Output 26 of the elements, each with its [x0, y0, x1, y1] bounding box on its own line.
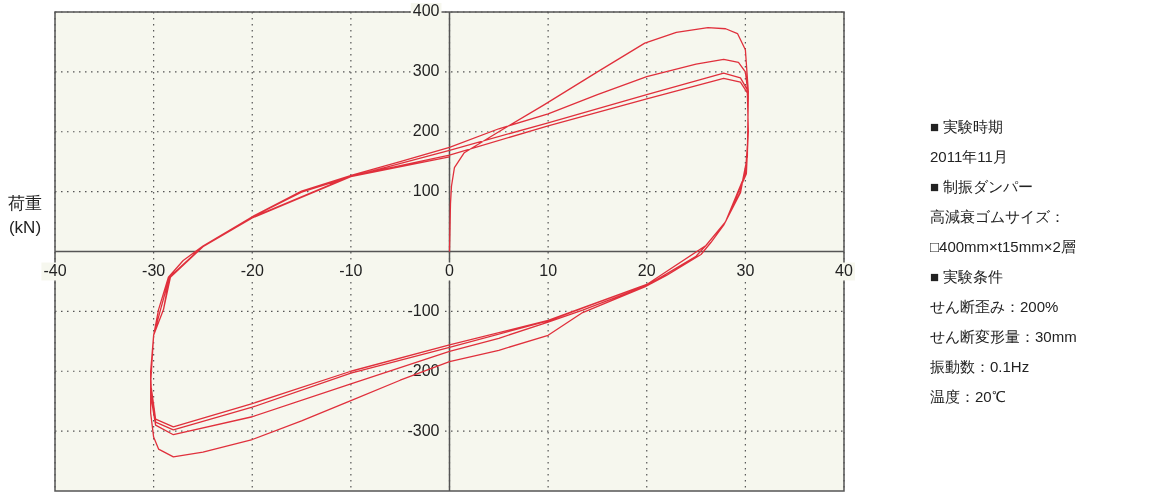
- text: せん断変形量：30mm: [930, 327, 1077, 347]
- y-tick-label: -300: [407, 421, 440, 439]
- x-tick-label: 10: [539, 261, 558, 279]
- text: □400mm×t15mm×2層: [930, 237, 1077, 257]
- y-tick-label: 400: [412, 2, 440, 20]
- y-tick-label: 200: [412, 122, 440, 140]
- x-tick-label: -30: [142, 261, 166, 279]
- x-tick-label: 0: [445, 261, 455, 279]
- y-axis-title: 荷重 (kN): [7, 193, 43, 239]
- x-tick-label: 20: [637, 261, 656, 279]
- text: ■ 実験条件: [930, 267, 1005, 287]
- text: 振動数：0.1Hz: [930, 357, 1031, 377]
- text: せん断歪み：200%: [930, 297, 1060, 317]
- y-tick-label: 300: [412, 62, 440, 80]
- text: 温度：20℃: [930, 387, 1007, 407]
- text: 高減衰ゴムサイズ：: [930, 207, 1066, 227]
- x-tick-label: 40: [835, 261, 853, 279]
- x-tick-label: 30: [736, 261, 755, 279]
- y-tick-label: -100: [407, 301, 440, 319]
- text: ■ 実験時期: [930, 117, 1005, 137]
- text: 2011年11月: [930, 147, 1009, 167]
- text: ■ 制振ダンパー: [930, 177, 1035, 197]
- x-tick-label: -40: [43, 261, 67, 279]
- x-tick-label: -10: [339, 261, 363, 279]
- x-tick-label: -20: [240, 261, 264, 279]
- y-tick-label: 100: [412, 182, 440, 200]
